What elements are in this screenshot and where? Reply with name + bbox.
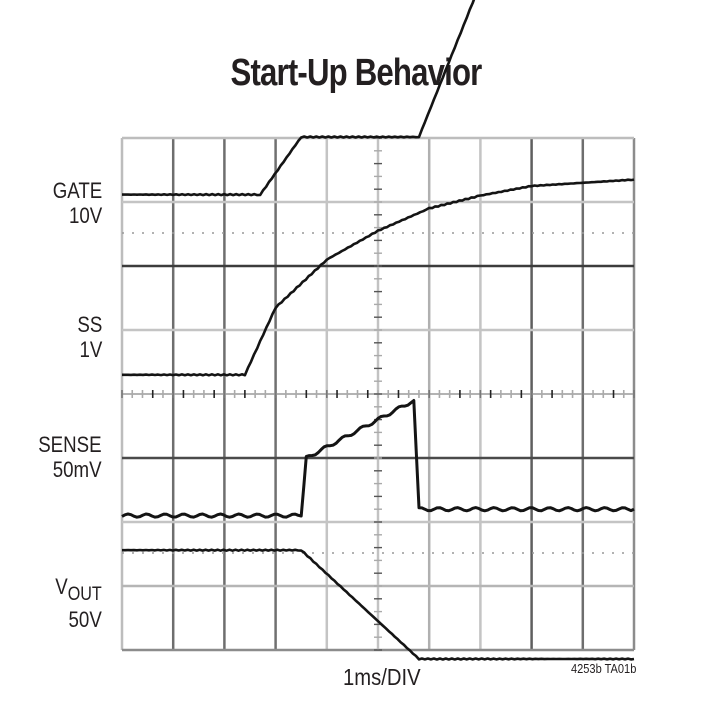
channel-name: VOUT <box>55 574 102 605</box>
x-axis-label: 1ms/DIV <box>343 664 421 690</box>
channel-scale: 50V <box>68 607 102 632</box>
traces <box>121 0 635 661</box>
channel-label-gate: GATE 10V <box>52 178 102 228</box>
trace-vout <box>122 548 635 661</box>
channel-scale: 10V <box>68 203 102 228</box>
graticule-grid <box>120 136 636 652</box>
channel-name: SS <box>77 312 102 337</box>
figure-id: 4253b TA01b <box>571 661 637 676</box>
channel-label-vout: VOUT 50V <box>55 574 102 632</box>
channel-label-sense: SENSE 50mV <box>39 432 102 482</box>
channel-name: SENSE <box>38 432 102 457</box>
trace-ss <box>122 178 635 377</box>
channel-name: GATE <box>52 178 102 203</box>
channel-label-ss: SS 1V <box>77 312 102 362</box>
channel-scale: 1V <box>79 337 102 362</box>
trace-gate <box>122 0 476 197</box>
trace-sense <box>121 399 635 519</box>
channel-scale: 50mV <box>53 457 102 482</box>
